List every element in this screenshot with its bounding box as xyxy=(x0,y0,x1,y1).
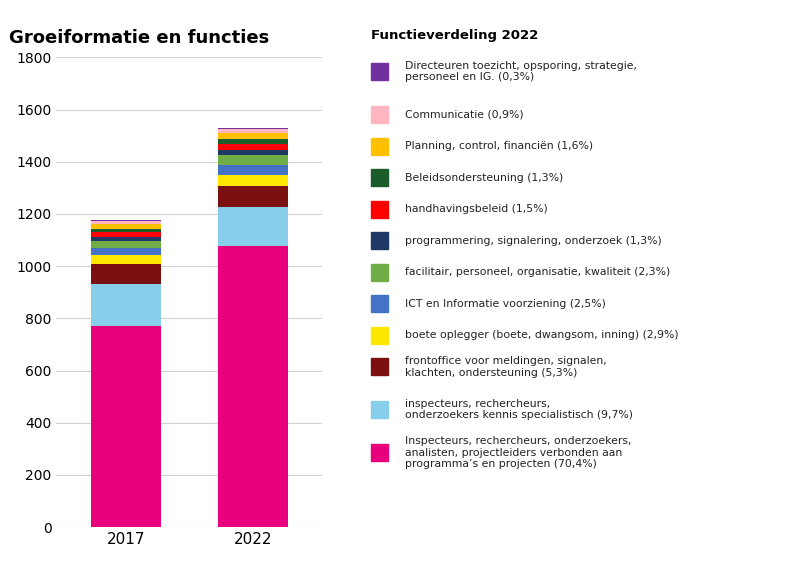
Text: facilitair, personeel, organisatie, kwaliteit (2,3%): facilitair, personeel, organisatie, kwal… xyxy=(405,267,670,277)
Bar xyxy=(218,155,288,164)
Bar xyxy=(218,128,288,129)
Bar xyxy=(218,129,288,132)
Text: Communicatie (0,9%): Communicatie (0,9%) xyxy=(405,109,523,120)
Bar xyxy=(91,326,161,527)
Bar xyxy=(218,139,288,144)
Text: inspecteurs, rechercheurs,
onderzoekers kennis specialistisch (9,7%): inspecteurs, rechercheurs, onderzoekers … xyxy=(405,399,633,421)
Bar xyxy=(218,144,288,150)
Bar xyxy=(91,221,161,224)
Bar xyxy=(91,241,161,248)
Text: Beleidsondersteuning (1,3%): Beleidsondersteuning (1,3%) xyxy=(405,172,563,183)
Bar xyxy=(218,207,288,246)
Text: handhavingsbeleid (1,5%): handhavingsbeleid (1,5%) xyxy=(405,204,547,214)
Text: Functieverdeling 2022: Functieverdeling 2022 xyxy=(371,29,538,42)
Bar xyxy=(91,224,161,229)
Bar xyxy=(91,255,161,264)
Bar xyxy=(218,186,288,207)
Bar xyxy=(218,150,288,155)
Text: Planning, control, financiën (1,6%): Planning, control, financiën (1,6%) xyxy=(405,141,592,151)
Text: boete oplegger (boete, dwangsom, inning) (2,9%): boete oplegger (boete, dwangsom, inning)… xyxy=(405,330,678,340)
Text: ICT en Informatie voorziening (2,5%): ICT en Informatie voorziening (2,5%) xyxy=(405,299,605,309)
Text: programmering, signalering, onderzoek (1,3%): programmering, signalering, onderzoek (1… xyxy=(405,236,662,246)
Bar xyxy=(91,229,161,233)
Bar xyxy=(218,164,288,175)
Bar xyxy=(218,132,288,139)
Bar xyxy=(91,237,161,241)
Text: frontoffice voor meldingen, signalen,
klachten, ondersteuning (5,3%): frontoffice voor meldingen, signalen, kl… xyxy=(405,356,606,378)
Bar xyxy=(218,175,288,186)
Bar xyxy=(218,246,288,527)
Bar xyxy=(91,233,161,237)
Text: Groeiformatie en functies: Groeiformatie en functies xyxy=(9,29,268,48)
Bar xyxy=(91,248,161,255)
Bar xyxy=(91,284,161,326)
Text: Directeuren toezicht, opsporing, strategie,
personeel en IG. (0,3%): Directeuren toezicht, opsporing, strateg… xyxy=(405,61,637,83)
Bar xyxy=(91,264,161,284)
Text: Inspecteurs, rechercheurs, onderzoekers,
analisten, projectleiders verbonden aan: Inspecteurs, rechercheurs, onderzoekers,… xyxy=(405,436,631,469)
